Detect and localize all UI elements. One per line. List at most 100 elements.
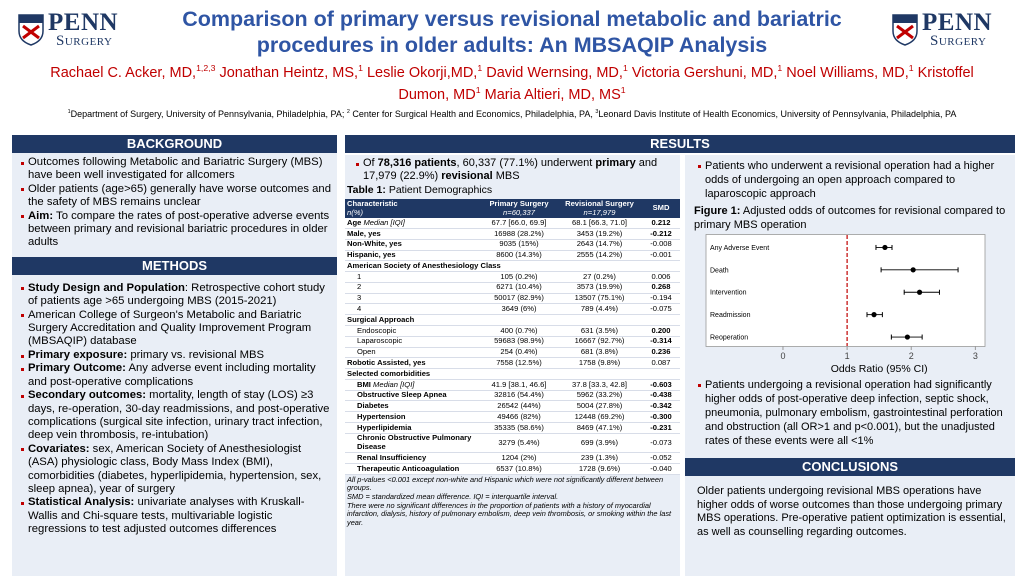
bullet: Aim: To compare the rates of post-operat… [21,209,331,250]
text-run: Covariates: [28,442,90,455]
text-run: Statistical Analysis: [28,496,135,509]
label-note: Median [IQI] [373,379,415,389]
text-run: Figure 1: [694,205,741,217]
cell-primary: 8600 (14.3%) [481,250,557,262]
text-run: Of [363,157,378,169]
label-text: Male, yes [347,228,381,238]
cell-smd: -0.075 [642,303,680,316]
point-estimate [871,312,877,318]
table-row: 2 6271 (10.4%) 3573 (19.9%) 0.268 [345,282,680,294]
table: Characteristic n(%) Primary Surgery n=60,33… [345,199,680,475]
column-title: SMD [652,203,670,213]
affiliations: 1Department of Surgery, University of Pe… [20,106,1004,130]
table-row: Age Median [IQI] 67.7 [66.0, 69.9] 68.1 [6… [345,217,680,229]
cell-primary: 7558 (12.5%) [481,357,557,370]
cell-smd: -0.001 [642,250,680,262]
cell-primary: 6537 (10.8%) [481,463,557,475]
table-row: Laparoscopic 59683 (98.9%) 16667 (92.7%) -0… [345,336,680,348]
text-run: revisional [441,170,493,182]
label-text: 3 [357,293,362,303]
logo-name: PENN [922,9,993,36]
cell-smd: -0.212 [642,228,680,240]
author-affiliation: 1 [908,63,914,73]
cell-primary: 1204 (2%) [481,452,557,464]
author-affiliation: 1 [777,63,783,73]
label-text: Endoscopic [357,325,397,335]
cell-revisional: 5962 (33.2%) [557,390,642,402]
table-row: Hispanic, yes 8600 (14.3%) 2555 (14.2%) -0.… [345,250,680,262]
label-text: Surgical Approach [347,314,415,324]
label-note: Median [IQI] [363,217,405,227]
cell-smd: -0.231 [642,422,680,434]
logo-subtitle: Surgery [930,32,987,49]
cell-revisional: 239 (1.3%) [557,452,642,464]
author-name: Jonathan Heintz, MS, [219,64,359,81]
author-affiliation: 1,2,3 [196,63,216,73]
column-title: Primary Surgery [489,199,549,208]
cell-primary: 254 (0.4%) [481,347,557,359]
column-subtitle: n=17,979 [583,207,616,217]
label-text: Hypertension [357,411,406,421]
column-header: Primary Surgery n=60,337 [481,199,557,219]
cell-primary: 6271 (10.4%) [481,282,557,294]
table-row: Open 254 (0.4%) 681 (3.8%) 0.236 [345,347,680,359]
table-row: Chronic Obstructive Pulmonary Disease 327… [345,433,680,454]
table-row: Renal Insufficiency 1204 (2%) 239 (1.3%) -0… [345,452,680,464]
column-header: Revisional Surgery n=17,979 [557,199,642,219]
table-row: Therapeutic Anticoagulation 6537 (10.8%) 1… [345,463,680,475]
cell-primary: 16988 (28.2%) [481,228,557,240]
label-text: Obstructive Sleep Apnea [357,390,447,400]
label-text: Open [357,347,376,357]
table-row: Male, yes 16988 (28.2%) 3453 (19.2%) -0.212 [345,228,680,240]
category-label: Readmission [710,312,751,319]
cell-primary: 41.9 [38.1, 46.6] [481,379,557,391]
label-text: Chronic Obstructive Pulmonary Disease [357,433,472,451]
cell-primary: 59683 (98.9%) [481,336,557,348]
row-label: 4 [345,303,481,316]
cell-revisional: 681 (3.8%) [557,347,642,359]
cell-revisional: 3573 (19.9%) [557,282,642,294]
poster-title: Comparison of primary versus revisional … [182,7,842,57]
x-axis-label: Odds Ratio (95% CI) [831,363,928,375]
text-run: Primary Outcome: [28,362,126,375]
text-run: Table 1: [347,184,386,196]
table-row: 1 105 (0.2%) 27 (0.2%) 0.006 [345,271,680,283]
author-name: Noel Williams, MD, [786,64,909,81]
text-run: American College of Surgeon's Metabolic … [28,308,312,348]
cell-primary: 105 (0.2%) [481,271,557,283]
cell-revisional: 1758 (9.8%) [557,357,642,370]
bullet-list: Of 78,316 patients, 60,337 (77.1%) under… [355,157,676,183]
cell-primary: 67.7 [66.0, 69.9] [481,218,557,229]
affiliation-number: 3 [595,109,599,115]
row-label: BMI Median [IQI] [345,379,481,391]
bullet: Primary exposure: primary vs. revisional… [21,349,331,362]
author-affiliation: 1 [475,84,481,95]
text-run: To compare the rates of post-operative a… [28,209,330,249]
cell-smd: -0.052 [642,452,680,464]
row-label: Renal Insufficiency [345,452,481,464]
affiliation-text: Center for Surgical Health and Economics… [349,109,596,119]
column-title: Revisional Surgery [565,199,634,208]
author-name: Rachael C. Acker, MD, [50,64,197,81]
author-affiliation: 1 [477,63,483,73]
figure-caption: Figure 1: Adjusted odds of outcomes for … [694,204,1009,232]
label-text: Hispanic, yes [347,250,396,260]
cell-smd: 0.006 [642,271,680,283]
row-label: 3 [345,293,481,305]
cell-revisional: 8469 (47.1%) [557,422,642,434]
bullet: Primary Outcome: Any adverse event inclu… [21,362,331,389]
author-affiliation: 1 [620,84,626,95]
cell-smd: -0.194 [642,293,680,305]
column-subtitle: n=60,337 [503,207,535,217]
bullet: Patients undergoing a revisional operati… [698,378,1009,448]
affiliation-text: Department of Surgery, University of Pen… [70,109,347,119]
cell-smd: -0.314 [642,336,680,348]
x-tick-label: 1 [845,351,850,361]
section-heading: METHODS [12,256,337,275]
author-name: Kristoffel Dumon, MD [398,64,974,103]
table-row: American Society of Anesthesiology Class [345,260,680,273]
table-row: Robotic Assisted, yes 7558 (12.5%) 1758 (9… [345,357,680,370]
row-label: 2 [345,282,481,294]
cell-revisional: 68.1 [66.3, 71.0] [557,218,642,229]
